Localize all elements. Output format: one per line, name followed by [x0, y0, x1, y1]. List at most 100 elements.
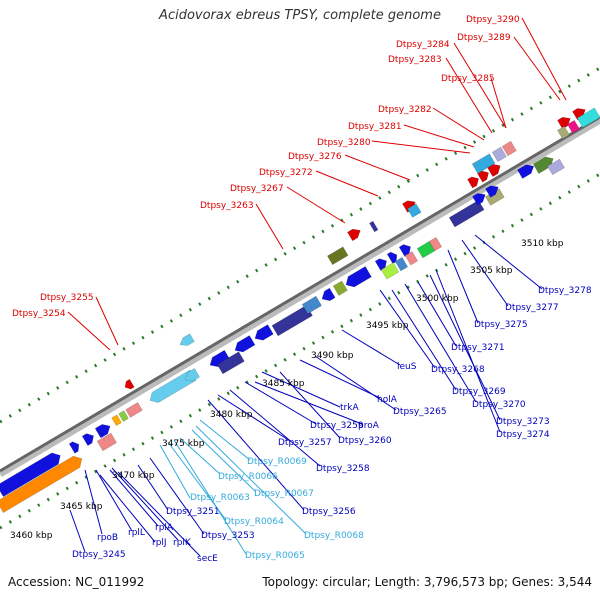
gene-label[interactable]: Dtpsy_R0066	[218, 472, 278, 482]
gene-label[interactable]: Dtpsy_3251	[166, 507, 220, 517]
gene-feature[interactable]	[567, 119, 580, 134]
gene-feature[interactable]	[81, 431, 96, 446]
gene-label[interactable]: Dtpsy_3281	[348, 122, 402, 132]
gene-label[interactable]: Dtpsy_3259	[310, 421, 364, 431]
gene-feature[interactable]	[471, 153, 496, 174]
gene-label[interactable]: Dtpsy_3278	[538, 286, 592, 296]
gene-label[interactable]: leuS	[397, 362, 417, 372]
gene-feature[interactable]	[111, 414, 122, 426]
gene-feature[interactable]	[404, 251, 419, 266]
gene-feature[interactable]	[125, 402, 143, 418]
gene-label[interactable]: Dtpsy_3284	[396, 40, 450, 50]
gene-feature[interactable]	[557, 114, 572, 130]
gene-feature[interactable]	[68, 440, 81, 454]
gene-label[interactable]: Dtpsy_3270	[472, 400, 526, 410]
gene-label[interactable]: Dtpsy_3275	[474, 320, 528, 330]
connector-line	[315, 170, 379, 197]
gene-feature[interactable]	[301, 295, 322, 315]
gene-feature[interactable]	[0, 450, 64, 497]
gene-feature[interactable]	[347, 226, 362, 242]
gene-label[interactable]: Dtpsy_3257	[278, 438, 332, 448]
gene-feature[interactable]	[123, 378, 135, 391]
gene-label[interactable]: rplK	[173, 538, 192, 548]
gene-label[interactable]: Dtpsy_R0067	[254, 489, 314, 499]
gene-label[interactable]: Dtpsy_3272	[259, 168, 313, 178]
gene-label[interactable]: trkA	[340, 403, 359, 413]
gene-feature[interactable]	[407, 203, 422, 218]
gene-label[interactable]: Dtpsy_R0063	[190, 493, 250, 503]
gene-feature[interactable]	[501, 140, 517, 157]
gene-feature[interactable]	[386, 250, 399, 264]
gene-feature[interactable]	[398, 242, 413, 257]
gene-label[interactable]: Dtpsy_3277	[505, 303, 559, 313]
gene-feature[interactable]	[252, 324, 274, 344]
gene-feature[interactable]	[491, 146, 507, 163]
gene-label[interactable]: Dtpsy_3263	[200, 201, 254, 211]
gene-feature[interactable]	[576, 107, 600, 128]
gene-label[interactable]: Dtpsy_3271	[451, 343, 505, 353]
gene-label[interactable]: Dtpsy_3283	[388, 55, 442, 65]
genome-axis	[0, 115, 600, 473]
gene-feature[interactable]	[547, 158, 565, 176]
genome-stats-text: Topology: circular; Length: 3,796,573 bp…	[262, 575, 592, 589]
gene-feature[interactable]	[428, 236, 443, 252]
connector-line	[513, 36, 561, 101]
gene-label[interactable]: Dtpsy_3274	[496, 430, 550, 440]
gene-feature[interactable]	[118, 410, 129, 422]
gene-label[interactable]: Dtpsy_R0064	[224, 517, 284, 527]
gene-feature[interactable]	[147, 369, 197, 406]
gene-label[interactable]: Dtpsy_3254	[12, 309, 66, 319]
gene-label[interactable]: Dtpsy_R0069	[247, 457, 307, 467]
gene-feature[interactable]	[448, 199, 485, 228]
gene-feature[interactable]	[472, 190, 487, 206]
gene-feature[interactable]	[557, 125, 570, 140]
gene-label[interactable]: Dtpsy_3253	[201, 531, 255, 541]
gene-feature[interactable]	[327, 246, 349, 265]
gene-label[interactable]: proA	[358, 421, 380, 431]
gene-feature[interactable]	[94, 421, 113, 439]
gene-label[interactable]: rpoB	[97, 533, 118, 543]
gene-feature[interactable]	[178, 333, 195, 349]
gene-label[interactable]: Dtpsy_3255	[40, 293, 94, 303]
gene-feature[interactable]	[0, 453, 85, 513]
gene-label[interactable]: secE	[197, 554, 218, 564]
gene-label[interactable]: Dtpsy_3290	[466, 15, 520, 25]
gene-feature[interactable]	[485, 183, 500, 198]
gene-feature[interactable]	[232, 335, 256, 355]
gene-feature[interactable]	[369, 220, 379, 233]
gene-label[interactable]: Dtpsy_3280	[317, 138, 371, 148]
upper-label-connectors	[67, 17, 567, 351]
gene-label[interactable]: Dtpsy_3268	[431, 365, 485, 375]
gene-label[interactable]: Dtpsy_3265	[393, 407, 447, 417]
gene-feature[interactable]	[467, 174, 481, 189]
gene-feature[interactable]	[532, 154, 556, 174]
gene-label[interactable]: Dtpsy_3267	[230, 184, 284, 194]
ruler-label: 3485 kbp	[262, 379, 305, 389]
gene-label[interactable]: Dtpsy_3285	[441, 74, 495, 84]
gene-feature[interactable]	[182, 368, 200, 384]
gene-feature[interactable]	[394, 257, 409, 272]
gene-feature[interactable]	[343, 266, 372, 290]
gene-label[interactable]: Dtpsy_3289	[457, 33, 511, 43]
gene-feature[interactable]	[319, 287, 336, 304]
gene-feature[interactable]	[96, 432, 117, 452]
gene-feature[interactable]	[380, 262, 400, 280]
gene-feature[interactable]	[374, 256, 389, 272]
gene-label[interactable]: Dtpsy_3269	[452, 387, 506, 397]
gene-label[interactable]: Dtpsy_3273	[496, 417, 550, 427]
gene-label[interactable]: rplA	[155, 523, 174, 533]
gene-label[interactable]: Dtpsy_3256	[302, 507, 356, 517]
gene-feature[interactable]	[332, 280, 348, 296]
gene-label[interactable]: Dtpsy_R0068	[304, 531, 364, 541]
gene-label[interactable]: Dtpsy_3282	[378, 105, 432, 115]
gene-feature[interactable]	[216, 351, 245, 375]
gene-label[interactable]: Dtpsy_3276	[288, 152, 342, 162]
gene-label[interactable]: rplJ	[152, 538, 167, 548]
gene-label[interactable]: Dtpsy_3258	[316, 464, 370, 474]
gene-label[interactable]: holA	[377, 395, 398, 405]
gene-label[interactable]: Dtpsy_3245	[72, 550, 126, 560]
gene-feature[interactable]	[517, 162, 536, 179]
gene-label[interactable]: Dtpsy_3260	[338, 436, 392, 446]
gene-label[interactable]: Dtpsy_R0065	[245, 551, 305, 561]
gene-label[interactable]: rplL	[128, 528, 145, 538]
